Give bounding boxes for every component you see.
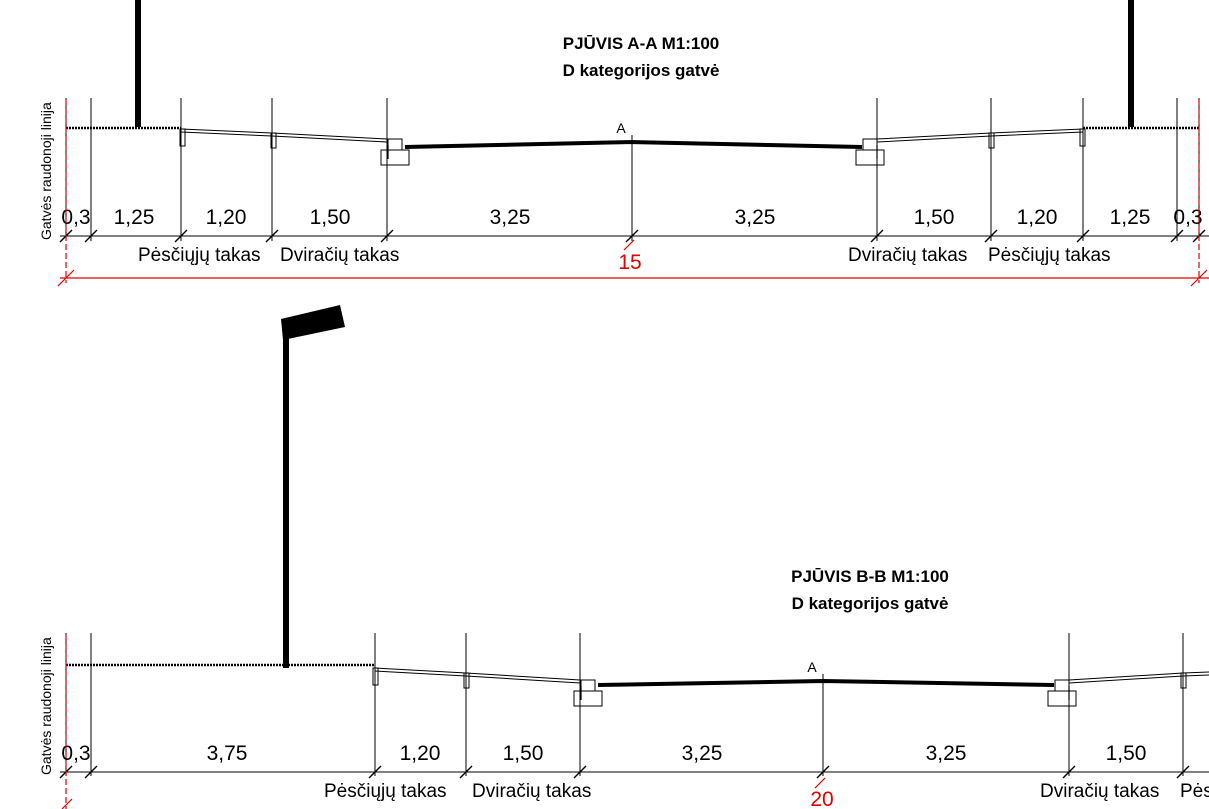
section-b-subtitle: D kategorijos gatvė (792, 594, 949, 613)
dimension-value: 1,50 (1106, 742, 1147, 765)
left-curb-stone (380, 138, 410, 166)
carriageway (597, 678, 1055, 687)
dimension-value: 1,25 (1110, 206, 1151, 229)
right-curb-stone (855, 138, 885, 166)
section-b: PJŪVIS B-B M1:100 D kategorijos gatvė (38, 305, 1209, 809)
lane-label: Dviračių takas (848, 245, 967, 266)
dimension-value: 1,20 (1017, 206, 1058, 229)
street-light (281, 305, 345, 668)
dimension-value: 1,25 (114, 206, 155, 229)
axis-label: A (807, 659, 817, 675)
section-a-subtitle: D kategorijos gatvė (563, 61, 720, 80)
total-width: 15 (618, 251, 641, 274)
lane-label: Dviračių takas (280, 245, 399, 266)
lane-label: Pės (1180, 781, 1209, 802)
section-a: PJŪVIS A-A M1:100 D kategorijos gatvė (38, 0, 1209, 287)
dimension-value: 0,3 (61, 742, 90, 765)
red-line-label: Gatvės raudonoji linija (38, 102, 54, 240)
left-footpath-curb (179, 128, 186, 147)
total-dimension-tick (814, 777, 826, 789)
total-dimension-tick (1190, 269, 1208, 287)
section-a-title: PJŪVIS A-A M1:100 (563, 34, 720, 53)
dimension-value: 3,25 (682, 742, 723, 765)
dimension-value: 3,25 (926, 742, 967, 765)
left-footpath-bottom (374, 670, 581, 684)
dimension-value: 3,25 (490, 206, 531, 229)
dimension-value: 1,20 (206, 206, 247, 229)
section-b-title: PJŪVIS B-B M1:100 (791, 567, 949, 586)
total-dimension-tick (61, 798, 73, 809)
lane-label: Dviračių takas (472, 781, 591, 802)
dimension-value: 3,25 (735, 206, 776, 229)
red-line-label: Gatvės raudonoji linija (38, 637, 54, 775)
axis-label: A (616, 120, 626, 136)
left-footpath-top (374, 667, 581, 681)
carriageway (404, 139, 863, 149)
dimension-value: 0,3 (1173, 206, 1202, 229)
lane-label: Pėsčiųjų takas (324, 781, 447, 802)
right-bikepath-top (876, 128, 1084, 140)
dimension-ticks (59, 229, 1206, 243)
dimension-value: 1,50 (503, 742, 544, 765)
left-curb-stone (573, 679, 603, 707)
dimension-value: 0,3 (61, 206, 90, 229)
lane-label: Pėsčiųjų takas (988, 245, 1111, 266)
total-dimension-tick (623, 239, 635, 251)
dimension-value: 1,50 (914, 206, 955, 229)
total-dimension-tick (57, 269, 75, 287)
total-width: 20 (810, 788, 833, 809)
dimension-value: 1,50 (310, 206, 351, 229)
dimension-value: 1,20 (400, 742, 441, 765)
left-bikepath-curb (270, 132, 277, 149)
lane-label: Pėsčiųjų takas (138, 245, 261, 266)
lane-label: Dviračių takas (1040, 781, 1159, 802)
dimension-value: 3,75 (207, 742, 248, 765)
left-footpath-top (180, 128, 388, 140)
